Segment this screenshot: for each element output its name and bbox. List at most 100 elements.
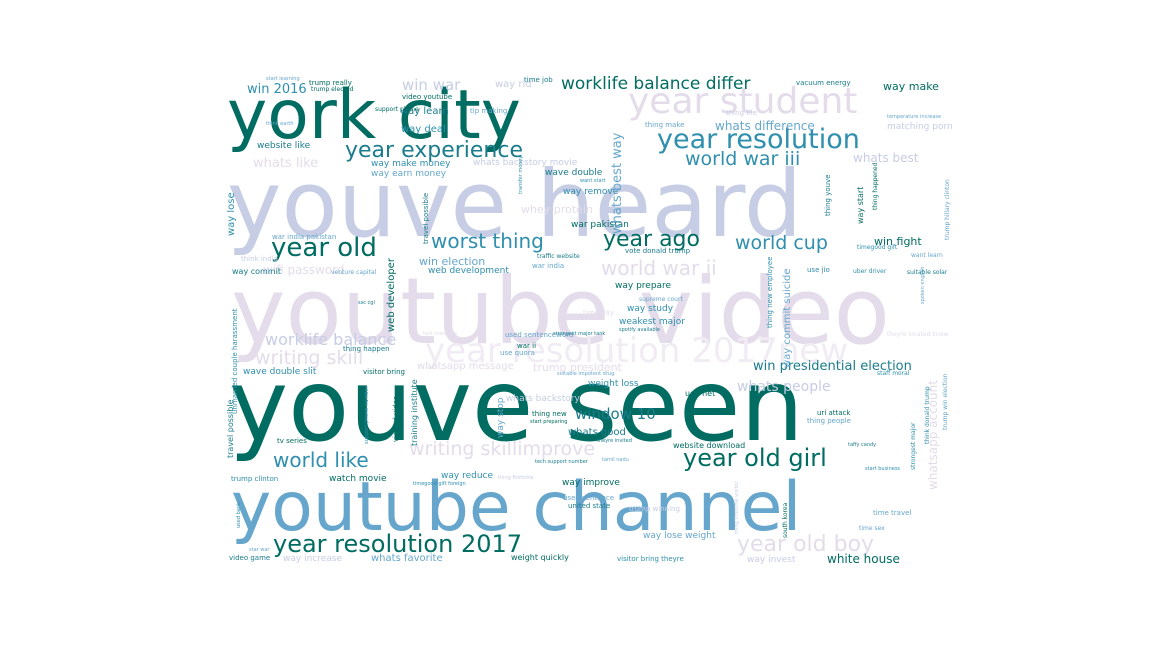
cloud-word: war pakistan bbox=[571, 220, 629, 230]
cloud-word: thing life bbox=[726, 109, 757, 117]
cloud-word: way deal bbox=[401, 124, 446, 135]
cloud-word: whats best way bbox=[610, 132, 625, 234]
cloud-word: tech support number bbox=[535, 459, 588, 465]
cloud-word: thing make bbox=[645, 121, 685, 129]
cloud-word: whats best bbox=[853, 151, 919, 165]
cloud-word: trump clinton bbox=[231, 475, 279, 483]
cloud-word: south korea bbox=[782, 502, 789, 538]
cloud-word: whats backstory movie bbox=[473, 158, 578, 168]
cloud-word: timegood gift bbox=[857, 244, 898, 251]
cloud-word: way rid bbox=[495, 79, 532, 90]
cloud-word: used sentence bbox=[563, 494, 615, 502]
cloud-word: travel possible bbox=[227, 399, 235, 458]
cloud-word: strongest major tank bbox=[553, 331, 606, 337]
cloud-word: time day bbox=[583, 309, 614, 317]
cloud-word: thing people bbox=[807, 417, 851, 425]
cloud-word: win war bbox=[402, 76, 461, 94]
cloud-word: suitable solar bbox=[907, 269, 948, 276]
cloud-word: world war ii bbox=[601, 256, 717, 280]
cloud-word: way commit bbox=[232, 267, 281, 276]
cloud-word: way study bbox=[627, 304, 674, 314]
cloud-word: used bank bbox=[236, 502, 242, 528]
cloud-word: vote donald trump bbox=[625, 247, 691, 255]
cloud-word: york city bbox=[227, 76, 521, 155]
cloud-word: venture capital bbox=[331, 269, 377, 276]
cloud-word: thing youve bbox=[824, 174, 832, 216]
cloud-word: visitor bring theyre bbox=[617, 555, 684, 563]
cloud-word: thing new employee bbox=[766, 256, 774, 328]
cloud-word: world like bbox=[273, 448, 369, 472]
cloud-word: whey protein bbox=[521, 203, 593, 216]
cloud-word: weakest major bbox=[619, 317, 685, 327]
cloud-word: trump elected bbox=[311, 86, 354, 93]
cloud-word: spotify available bbox=[619, 327, 660, 333]
cloud-word: star war bbox=[249, 547, 270, 553]
cloud-word: tip making bbox=[470, 107, 508, 115]
cloud-word: way improve bbox=[562, 478, 620, 488]
cloud-word: strongest major bbox=[910, 422, 917, 471]
cloud-word: world cup bbox=[735, 232, 828, 254]
cloud-word: whats difference bbox=[715, 119, 815, 133]
cloud-word: worklife balance bbox=[265, 330, 397, 349]
cloud-word: united state bbox=[568, 502, 611, 510]
cloud-word: year resolution bbox=[657, 124, 860, 155]
cloud-word: theyre located know bbox=[887, 331, 949, 338]
cloud-word: year experience bbox=[345, 138, 524, 163]
cloud-word: year resolution 2017 bbox=[273, 530, 523, 558]
cloud-word: win election bbox=[419, 255, 486, 268]
cloud-word: start learning bbox=[266, 76, 300, 82]
cloud-word: year ago bbox=[603, 227, 700, 252]
cloud-word: way learn bbox=[400, 106, 449, 117]
cloud-word: year student bbox=[628, 81, 858, 122]
cloud-word: support phone number bbox=[364, 386, 370, 444]
cloud-word: way reduce bbox=[441, 471, 494, 481]
cloud-word: training institute bbox=[410, 379, 419, 446]
cloud-word: think india bbox=[241, 255, 278, 263]
cloud-word: use quora bbox=[500, 349, 535, 357]
cloud-word: way prepare bbox=[615, 281, 672, 291]
cloud-word: war india pakistan bbox=[272, 233, 337, 241]
cloud-word: way commit suicide bbox=[782, 268, 793, 368]
cloud-word: video game bbox=[229, 554, 271, 562]
cloud-word: wifi password bbox=[263, 263, 345, 277]
cloud-word: way lose weight bbox=[643, 531, 716, 541]
cloud-word: way increase bbox=[283, 554, 342, 564]
cloud-word: timegood gift foreign bbox=[413, 481, 466, 487]
cloud-word: transfer money bbox=[518, 155, 524, 194]
cloud-word: support phone bbox=[375, 106, 419, 113]
cloud-word: spoken english bbox=[920, 266, 926, 304]
cloud-word: window 10 bbox=[575, 405, 656, 423]
cloud-word: watch movie bbox=[329, 474, 387, 484]
cloud-word: temperature increase bbox=[887, 114, 942, 120]
cloud-word: year old girl bbox=[683, 444, 827, 472]
cloud-word: war india bbox=[532, 262, 565, 270]
cloud-word: uber driver bbox=[853, 268, 887, 275]
cloud-word: way stop bbox=[496, 397, 506, 439]
cloud-word: whats backstory bbox=[506, 394, 580, 404]
cloud-word: taffy candy bbox=[848, 442, 877, 448]
cloud-word: whats good bbox=[568, 427, 626, 438]
cloud-word: use jio bbox=[807, 266, 830, 274]
cloud-word: way earn money bbox=[371, 169, 447, 179]
cloud-word: way remove bbox=[563, 187, 619, 197]
cloud-word: writing skillimprove bbox=[409, 438, 596, 460]
cloud-word: time travel bbox=[873, 509, 912, 517]
cloud-word: youve heard bbox=[227, 151, 803, 258]
cloud-word: white house bbox=[827, 552, 900, 566]
cloud-word: uri attack bbox=[817, 409, 851, 417]
cloud-word: win 2016 bbox=[247, 82, 307, 97]
cloud-word: suitable impotent drug bbox=[557, 371, 615, 377]
cloud-word: trump win election bbox=[942, 373, 949, 430]
cloud-word: trump winning bbox=[629, 505, 680, 513]
cloud-word: ssc cgl bbox=[358, 300, 375, 306]
cloud-word: time job bbox=[524, 76, 553, 84]
cloud-word: worst thing bbox=[431, 229, 544, 253]
cloud-word: youtube channel bbox=[231, 468, 802, 547]
cloud-word: whatsapp message bbox=[417, 361, 514, 372]
cloud-word: year old boy bbox=[737, 532, 875, 557]
cloud-word: way lose bbox=[227, 192, 237, 236]
cloud-word: supreme court bbox=[639, 296, 683, 303]
cloud-word: want learn bbox=[911, 252, 943, 259]
cloud-word: year old bbox=[271, 233, 377, 263]
cloud-word: staff moral bbox=[877, 370, 910, 377]
